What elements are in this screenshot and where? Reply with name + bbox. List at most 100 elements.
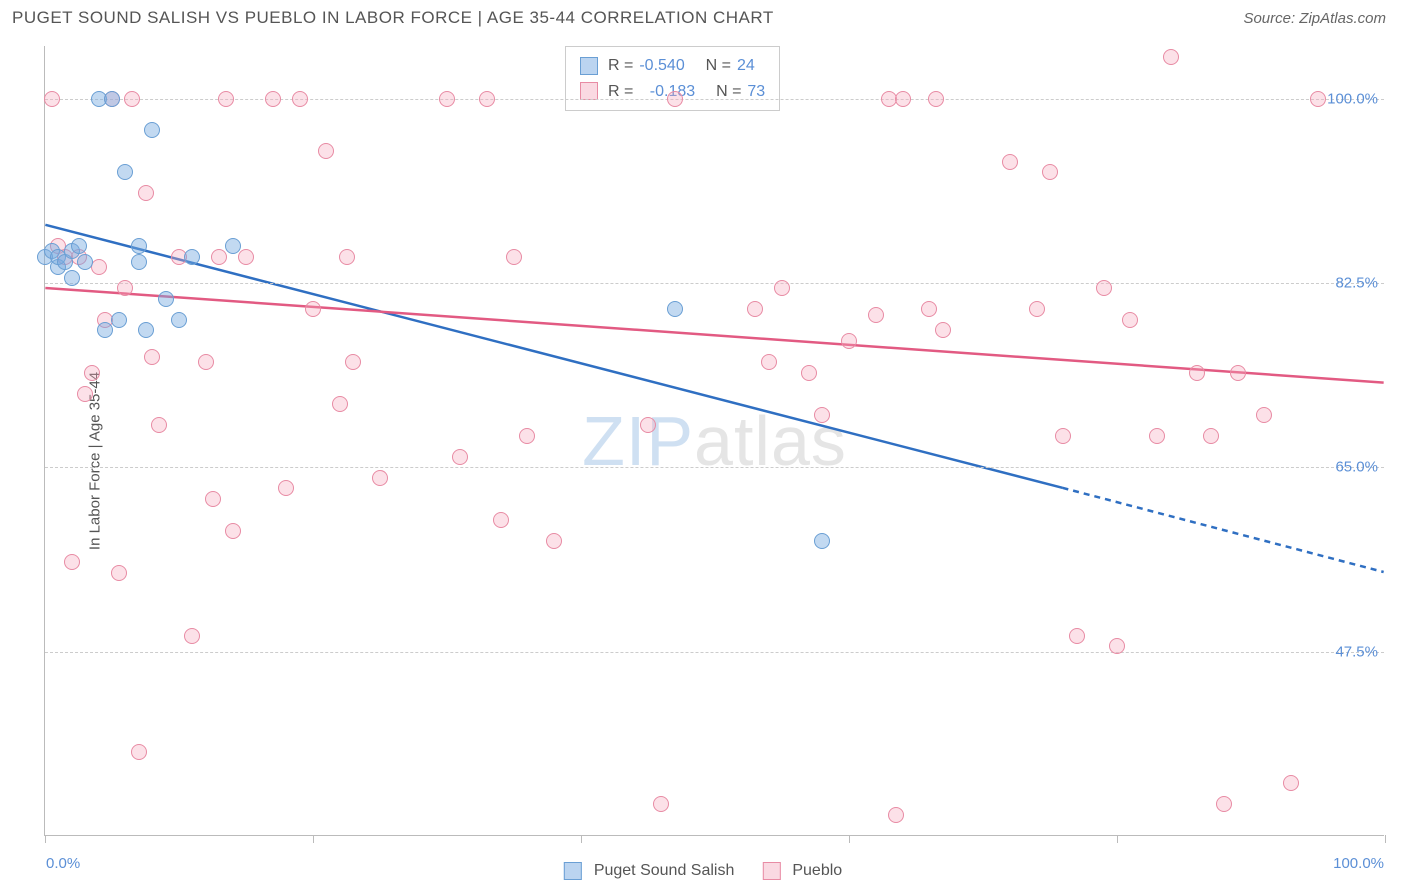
swatch-icon	[564, 862, 582, 880]
data-point	[77, 386, 93, 402]
data-point	[292, 91, 308, 107]
data-point	[184, 628, 200, 644]
data-point	[97, 322, 113, 338]
data-point	[479, 91, 495, 107]
x-tick	[1385, 835, 1386, 843]
legend-item-pink: Pueblo	[762, 862, 842, 880]
data-point	[64, 554, 80, 570]
data-point	[1029, 301, 1045, 317]
data-point	[84, 365, 100, 381]
data-point	[211, 249, 227, 265]
data-point	[104, 91, 120, 107]
watermark: ZIPatlas	[582, 401, 847, 481]
legend-item-blue: Puget Sound Salish	[564, 862, 735, 880]
data-point	[64, 270, 80, 286]
data-point	[841, 333, 857, 349]
data-point	[131, 254, 147, 270]
data-point	[895, 91, 911, 107]
data-point	[928, 91, 944, 107]
x-axis-min: 0.0%	[46, 855, 80, 872]
x-tick	[313, 835, 314, 843]
data-point	[332, 396, 348, 412]
gridline	[45, 467, 1384, 468]
source-label: Source: ZipAtlas.com	[1243, 10, 1386, 27]
data-point	[814, 407, 830, 423]
data-point	[1163, 49, 1179, 65]
y-tick-label: 82.5%	[1335, 275, 1378, 292]
data-point	[144, 122, 160, 138]
data-point	[774, 280, 790, 296]
y-tick-label: 47.5%	[1335, 643, 1378, 660]
page-title: PUGET SOUND SALISH VS PUEBLO IN LABOR FO…	[12, 8, 774, 28]
data-point	[653, 796, 669, 812]
x-tick	[581, 835, 582, 843]
data-point	[506, 249, 522, 265]
data-point	[1122, 312, 1138, 328]
data-point	[761, 354, 777, 370]
data-point	[801, 365, 817, 381]
gridline	[45, 652, 1384, 653]
data-point	[546, 533, 562, 549]
data-point	[921, 301, 937, 317]
data-point	[1042, 164, 1058, 180]
data-point	[1096, 280, 1112, 296]
data-point	[1230, 365, 1246, 381]
data-point	[345, 354, 361, 370]
data-point	[640, 417, 656, 433]
x-tick	[849, 835, 850, 843]
data-point	[318, 143, 334, 159]
plot-area: ZIPatlas R = -0.540 N = 24 R = -0.183 N …	[44, 46, 1384, 836]
data-point	[1283, 775, 1299, 791]
data-point	[278, 480, 294, 496]
data-point	[124, 91, 140, 107]
data-point	[519, 428, 535, 444]
data-point	[144, 349, 160, 365]
data-point	[452, 449, 468, 465]
data-point	[218, 91, 234, 107]
data-point	[1002, 154, 1018, 170]
data-point	[171, 312, 187, 328]
chart-container: In Labor Force | Age 35-44 ZIPatlas R = …	[0, 36, 1406, 886]
data-point	[372, 470, 388, 486]
data-point	[1149, 428, 1165, 444]
data-point	[77, 254, 93, 270]
data-point	[493, 512, 509, 528]
data-point	[205, 491, 221, 507]
x-axis-max: 100.0%	[1333, 855, 1384, 872]
data-point	[117, 164, 133, 180]
data-point	[238, 249, 254, 265]
data-point	[225, 523, 241, 539]
data-point	[888, 807, 904, 823]
data-point	[439, 91, 455, 107]
data-point	[111, 312, 127, 328]
swatch-icon	[762, 862, 780, 880]
data-point	[111, 565, 127, 581]
header: PUGET SOUND SALISH VS PUEBLO IN LABOR FO…	[0, 0, 1406, 36]
data-point	[265, 91, 281, 107]
data-point	[131, 744, 147, 760]
data-point	[814, 533, 830, 549]
data-point	[131, 238, 147, 254]
stats-row-blue: R = -0.540 N = 24	[580, 53, 765, 79]
series-legend: Puget Sound Salish Pueblo	[564, 862, 842, 880]
gridline	[45, 283, 1384, 284]
x-tick	[1117, 835, 1118, 843]
data-point	[184, 249, 200, 265]
data-point	[158, 291, 174, 307]
data-point	[935, 322, 951, 338]
data-point	[747, 301, 763, 317]
data-point	[339, 249, 355, 265]
data-point	[198, 354, 214, 370]
trend-lines	[45, 46, 1384, 835]
data-point	[305, 301, 321, 317]
data-point	[1109, 638, 1125, 654]
gridline	[45, 99, 1384, 100]
data-point	[667, 91, 683, 107]
data-point	[151, 417, 167, 433]
data-point	[1203, 428, 1219, 444]
data-point	[1310, 91, 1326, 107]
data-point	[138, 185, 154, 201]
y-tick-label: 100.0%	[1327, 90, 1378, 107]
data-point	[44, 91, 60, 107]
data-point	[1256, 407, 1272, 423]
